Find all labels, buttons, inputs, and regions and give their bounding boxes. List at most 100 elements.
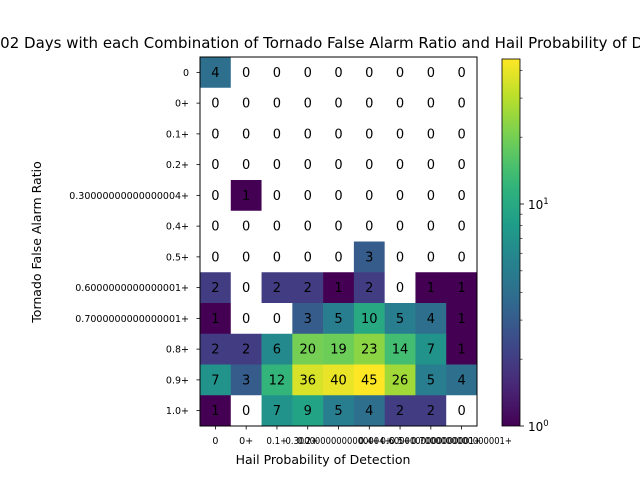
heatmap-cell	[230, 210, 262, 242]
cell-value-label: 0	[457, 158, 465, 173]
cell-value-label: 0	[457, 250, 465, 265]
heatmap-cell	[200, 210, 232, 242]
x-tick-label: 0.7000000000000001+	[411, 436, 512, 447]
heatmap-cell	[200, 180, 232, 212]
cell-value-label: 1	[211, 404, 219, 419]
cell-value-label: 0	[304, 97, 312, 112]
heatmap-cell	[292, 57, 324, 89]
cell-value-label: 2	[427, 404, 435, 419]
y-tick-label: 0.4+	[166, 222, 189, 233]
cell-value-label: 0	[457, 189, 465, 204]
heatmap-cell	[415, 118, 447, 150]
heatmap-cell	[200, 364, 232, 396]
heatmap-cell	[446, 118, 478, 150]
cell-value-label: 1	[334, 281, 342, 296]
heatmap-cell	[292, 210, 324, 242]
heatmap-cell	[261, 303, 293, 335]
heatmap-cell	[230, 180, 262, 212]
cell-value-label: 4	[365, 404, 373, 419]
y-tick-label: 0.9+	[166, 375, 189, 386]
cell-value-label: 0	[396, 220, 404, 235]
cell-value-label: 4	[427, 312, 435, 327]
cell-value-label: 26	[392, 373, 409, 388]
cell-value-label: 1	[211, 312, 219, 327]
heatmap-cell	[353, 272, 385, 304]
heatmap-cell	[446, 57, 478, 89]
cell-value-label: 0	[334, 220, 342, 235]
cell-value-label: 0	[273, 97, 281, 112]
heatmap-cell	[230, 303, 262, 335]
heatmap-cell	[261, 364, 293, 396]
cell-value-label: 0	[211, 158, 219, 173]
x-tick-label: 0.5+	[389, 436, 410, 447]
cell-value-label: 0	[334, 66, 342, 81]
x-tick-label: 0	[212, 436, 218, 447]
cell-value-label: 0	[242, 250, 250, 265]
cell-value-label: 2	[273, 281, 281, 296]
cell-value-label: 7	[273, 404, 281, 419]
cell-value-label: 4	[457, 373, 465, 388]
heatmap-cell	[292, 241, 324, 273]
cell-value-label: 0	[242, 404, 250, 419]
plot-area: 4 0 0 0 0 0 0 0 00 0 0 0 0 0 0 0 00 0 0 0 0 0 0 0 00 0 0 0 0 0 0 0 00 1 0 0…	[200, 57, 478, 427]
heatmap-cell	[292, 333, 324, 365]
heatmap-cell	[415, 87, 447, 119]
heatmap-cell	[292, 87, 324, 119]
cell-value-label: 2	[211, 281, 219, 296]
cell-value-label: 3	[304, 312, 312, 327]
heatmap-cell	[230, 333, 262, 365]
heatmap-cell	[292, 395, 324, 427]
cell-value-label: 0	[427, 220, 435, 235]
cell-value-label: 0	[396, 250, 404, 265]
cell-value-label: 0	[304, 66, 312, 81]
cell-value-label: 7	[427, 343, 435, 358]
cell-value-label: 20	[299, 343, 316, 358]
heatmap-cell	[230, 57, 262, 89]
heatmap-cell	[384, 364, 416, 396]
cell-value-label: 0	[242, 97, 250, 112]
cell-value-label: 1	[427, 281, 435, 296]
heatmap-cell	[415, 303, 447, 335]
heatmap-cell	[292, 149, 324, 181]
y-tick-label: 0.2+	[166, 160, 189, 171]
y-tick-label: 0.5+	[166, 252, 189, 263]
cell-value-label: 0	[273, 220, 281, 235]
cell-value-label: 0	[427, 158, 435, 173]
heatmap-cell	[230, 118, 262, 150]
heatmap-cell	[200, 57, 232, 89]
heatmap-cell	[323, 395, 355, 427]
heatmap-cell	[353, 149, 385, 181]
cell-value-label: 0	[242, 158, 250, 173]
cell-value-label: 36	[299, 373, 316, 388]
heatmap-cell	[261, 149, 293, 181]
heatmap-cell	[353, 87, 385, 119]
x-tick-label: 0.4+	[359, 436, 380, 447]
heatmap-cell	[415, 180, 447, 212]
cell-value-label: 0	[396, 66, 404, 81]
cell-value-label: 1	[457, 281, 465, 296]
y-tick-label: 0.30000000000000004+	[69, 191, 189, 202]
cell-value-label: 5	[396, 312, 404, 327]
heatmap-cell	[446, 149, 478, 181]
y-tick-label: 0.6000000000000001+	[75, 283, 189, 294]
cell-value-label: 0	[427, 66, 435, 81]
cell-value-label: 19	[330, 343, 347, 358]
cell-value-label: 0	[334, 250, 342, 265]
cell-value-label: 0	[457, 97, 465, 112]
cell-value-label: 2	[365, 281, 373, 296]
heatmap-cell	[384, 87, 416, 119]
heatmap-cell	[323, 149, 355, 181]
heatmap-cell	[415, 272, 447, 304]
cell-value-label: 0	[334, 127, 342, 142]
heatmap-cell	[446, 333, 478, 365]
heatmap-cell	[200, 395, 232, 427]
heatmap-cell	[446, 87, 478, 119]
heatmap-cell	[200, 87, 232, 119]
heatmap-cell	[446, 395, 478, 427]
cell-value-label: 0	[365, 97, 373, 112]
cell-value-label: 0	[242, 127, 250, 142]
heatmap-cell	[261, 87, 293, 119]
cell-value-label: 0	[273, 250, 281, 265]
cell-value-label: 0	[396, 158, 404, 173]
heatmap-cell	[384, 149, 416, 181]
